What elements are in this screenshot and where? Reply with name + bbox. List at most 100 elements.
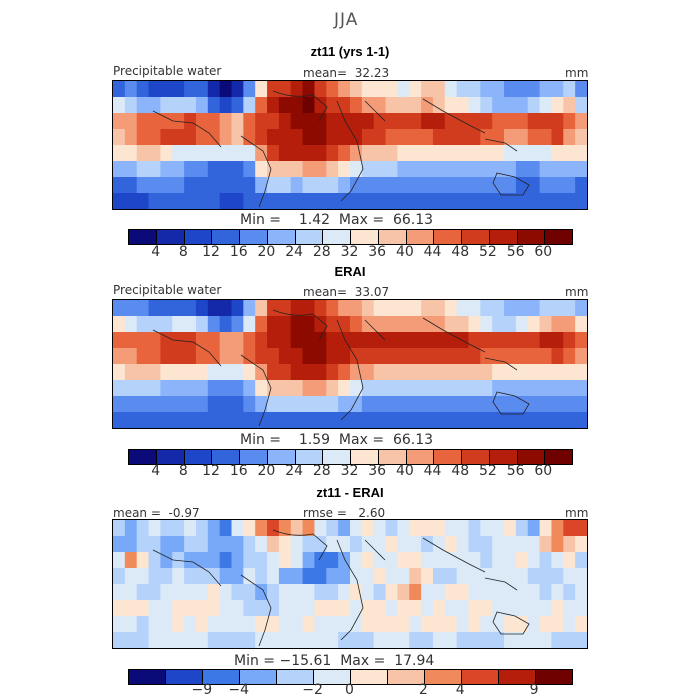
- heatmap-cell: [290, 161, 304, 178]
- heatmap-cell: [527, 616, 541, 633]
- heatmap-cell: [113, 632, 126, 648]
- heatmap-cell: [195, 616, 209, 633]
- heatmap-cell: [124, 552, 138, 569]
- heatmap-cell: [456, 316, 470, 333]
- heatmap-cell: [551, 113, 564, 130]
- heatmap-cell: [231, 300, 244, 317]
- heatmap-cell: [350, 536, 363, 553]
- heatmap-cell: [243, 396, 256, 413]
- heatmap-svg: [113, 300, 587, 428]
- heatmap-cell: [160, 129, 173, 146]
- colorbar-swatch: [545, 450, 572, 464]
- heatmap-cell: [527, 600, 541, 617]
- heatmap-cell: [504, 584, 517, 601]
- heatmap-cell: [231, 97, 244, 114]
- heatmap-cell: [302, 97, 316, 114]
- heatmap-cell: [350, 396, 363, 413]
- heatmap-cell: [302, 568, 316, 585]
- heatmap-cell: [397, 348, 410, 365]
- coastline: [272, 90, 328, 122]
- heatmap-cell: [397, 97, 410, 114]
- heatmap-cell: [444, 300, 458, 317]
- heatmap-cell: [361, 81, 375, 98]
- heatmap-cell: [563, 97, 576, 114]
- heatmap-cell: [267, 632, 280, 648]
- heatmap-cell: [148, 177, 161, 194]
- mean-stat: mean= 33.07: [303, 285, 389, 299]
- heatmap-cell: [136, 600, 150, 617]
- heatmap-cell: [326, 161, 339, 178]
- coastline: [240, 135, 272, 208]
- heatmap-cell: [350, 161, 363, 178]
- heatmap-cell: [243, 129, 256, 146]
- heatmap-cell: [338, 568, 351, 585]
- heatmap-cell: [563, 536, 576, 553]
- heatmap-cell: [350, 600, 363, 617]
- colorbar-swatch: [545, 230, 572, 244]
- heatmap-cell: [231, 332, 244, 349]
- heatmap-cell: [456, 129, 470, 146]
- heatmap-cell: [456, 568, 470, 585]
- colorbar-tick-label: 40: [395, 463, 414, 479]
- heatmap-cell: [527, 364, 541, 381]
- heatmap-cell: [314, 616, 327, 633]
- heatmap-cell: [468, 97, 481, 114]
- heatmap-cell: [314, 536, 327, 553]
- heatmap-cell: [361, 412, 375, 428]
- heatmap-cell: [255, 600, 268, 617]
- heatmap-cell: [255, 584, 268, 601]
- heatmap-panel-model: [112, 80, 588, 210]
- heatmap-cell: [468, 536, 481, 553]
- colorbar-swatch: [434, 230, 462, 244]
- heatmap-cell: [397, 177, 410, 194]
- heatmap-cell: [421, 380, 434, 397]
- heatmap-cell: [432, 568, 446, 585]
- heatmap-cell: [148, 396, 161, 413]
- heatmap-cell: [527, 584, 541, 601]
- heatmap-cell: [575, 396, 587, 413]
- heatmap-cell: [432, 316, 446, 333]
- heatmap-cell: [480, 364, 493, 381]
- heatmap-cell: [195, 364, 209, 381]
- heatmap-cell: [290, 81, 304, 98]
- heatmap-cell: [444, 520, 458, 537]
- heatmap-cell: [575, 616, 587, 633]
- heatmap-cell: [373, 316, 387, 333]
- heatmap-cell: [219, 97, 233, 114]
- heatmap-cell: [290, 520, 304, 537]
- heatmap-cell: [551, 568, 564, 585]
- colorbar-tick-label: 8: [178, 463, 188, 479]
- heatmap-cell: [515, 568, 529, 585]
- heatmap-cell: [184, 520, 197, 537]
- heatmap-cell: [527, 300, 541, 317]
- heatmap-cell: [361, 364, 375, 381]
- heatmap-cell: [432, 81, 446, 98]
- heatmap-panel-obs: [112, 299, 588, 429]
- heatmap-cell: [243, 364, 256, 381]
- heatmap-cell: [350, 552, 363, 569]
- heatmap-cell: [421, 616, 434, 633]
- heatmap-cell: [290, 193, 304, 209]
- heatmap-cell: [539, 552, 553, 569]
- heatmap-cell: [575, 520, 587, 537]
- heatmap-cell: [195, 396, 209, 413]
- heatmap-cell: [385, 584, 398, 601]
- heatmap-cell: [184, 380, 197, 397]
- heatmap-cell: [255, 129, 268, 146]
- heatmap-cell: [421, 113, 434, 130]
- heatmap-cell: [267, 584, 280, 601]
- heatmap-cell: [515, 364, 529, 381]
- heatmap-cell: [444, 97, 458, 114]
- mean-value: -0.97: [168, 506, 200, 520]
- heatmap-cell: [409, 97, 422, 114]
- heatmap-cell: [527, 380, 541, 397]
- heatmap-cell: [231, 161, 244, 178]
- heatmap-cell: [397, 520, 410, 537]
- heatmap-cell: [113, 584, 126, 601]
- heatmap-cell: [361, 536, 375, 553]
- heatmap-cell: [361, 568, 375, 585]
- heatmap-cell: [195, 129, 209, 146]
- heatmap-cell: [468, 632, 481, 648]
- heatmap-cell: [432, 129, 446, 146]
- colorbar-swatch: [517, 230, 546, 244]
